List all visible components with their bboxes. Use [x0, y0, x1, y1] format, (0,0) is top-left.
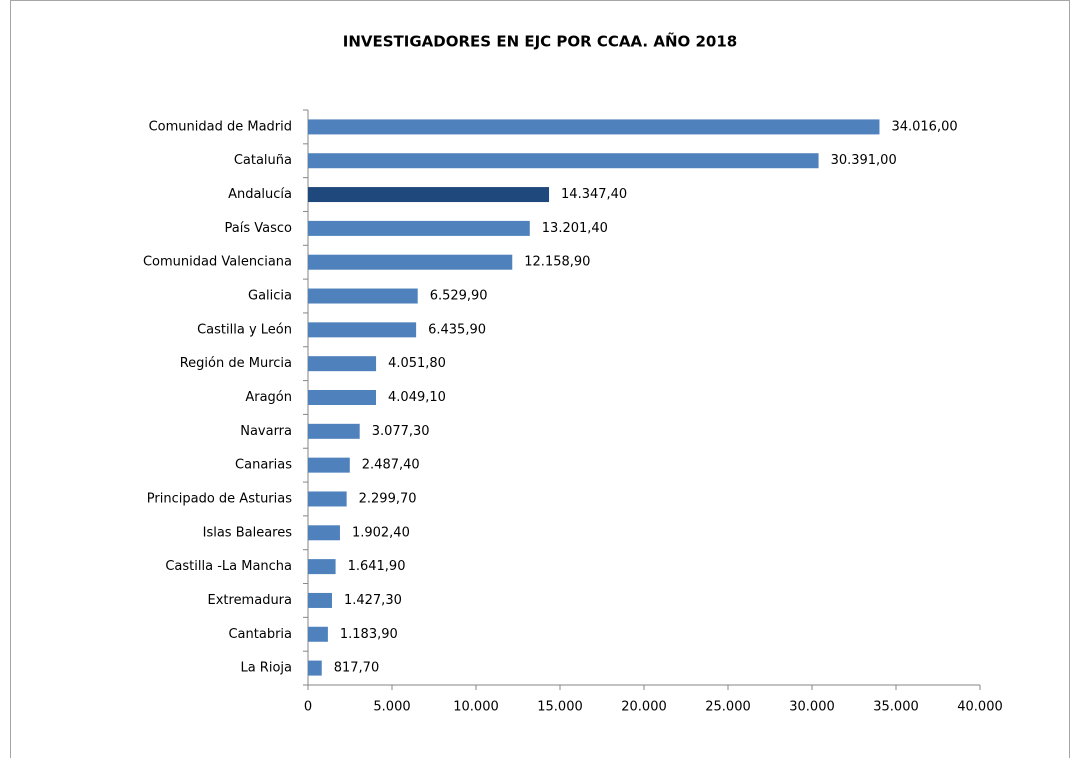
- y-tick-label: Castilla y León: [197, 322, 292, 337]
- y-tick-label: País Vasco: [225, 221, 293, 236]
- bar: [308, 153, 819, 169]
- y-tick-label: Extremadura: [208, 593, 293, 608]
- value-label: 2.299,70: [359, 491, 417, 506]
- value-label: 6.435,90: [428, 322, 486, 337]
- x-tick-label: 25.000: [705, 700, 751, 715]
- value-label: 30.391,00: [831, 153, 897, 168]
- value-label: 1.427,30: [344, 593, 402, 608]
- bar: [308, 525, 340, 541]
- x-tick-label: 20.000: [621, 700, 667, 715]
- y-tick-label: Islas Baleares: [203, 525, 293, 540]
- y-tick-label: Cantabria: [228, 627, 292, 642]
- y-tick-label: Comunidad de Madrid: [149, 119, 292, 134]
- bar: [308, 356, 377, 372]
- x-tick-label: 35.000: [873, 700, 919, 715]
- y-tick-label: Canarias: [235, 458, 292, 473]
- bar: [308, 187, 550, 203]
- bar: [308, 390, 377, 405]
- value-label: 13.201,40: [542, 221, 608, 236]
- value-label: 6.529,90: [430, 289, 488, 304]
- bar: [308, 220, 530, 236]
- y-tick-label: Castilla -La Mancha: [165, 559, 292, 574]
- y-tick-label: Galicia: [248, 289, 292, 304]
- x-tick-label: 15.000: [537, 700, 583, 715]
- value-label: 4.049,10: [388, 390, 446, 405]
- y-tick-label: Región de Murcia: [180, 356, 292, 371]
- bar: [308, 626, 328, 642]
- x-tick-label: 30.000: [789, 700, 835, 715]
- x-tick-label: 5.000: [373, 700, 410, 715]
- value-label: 12.158,90: [524, 255, 590, 270]
- x-tick-label: 40.000: [957, 700, 1003, 715]
- value-label: 2.487,40: [362, 458, 420, 473]
- bar: [308, 423, 360, 439]
- value-label: 817,70: [334, 661, 380, 676]
- bar: [308, 592, 332, 608]
- bar: [308, 119, 880, 135]
- x-tick-label: 10.000: [453, 700, 499, 715]
- bar: [308, 254, 513, 270]
- y-tick-label: Aragón: [245, 390, 292, 405]
- y-tick-label: Comunidad Valenciana: [143, 255, 292, 270]
- chart-title: INVESTIGADORES EN EJC POR CCAA. AÑO 2018: [343, 32, 737, 51]
- value-label: 1.183,90: [340, 627, 398, 642]
- x-tick-label: 0: [304, 700, 312, 715]
- value-label: 14.347,40: [561, 187, 627, 202]
- value-label: 4.051,80: [388, 356, 446, 371]
- value-label: 34.016,00: [891, 119, 957, 134]
- y-tick-label: Andalucía: [228, 187, 292, 202]
- chart-frame: [10, 0, 1070, 758]
- y-tick-label: Cataluña: [234, 153, 292, 168]
- value-label: 3.077,30: [372, 424, 430, 439]
- bar: [308, 660, 322, 676]
- bar: [308, 288, 418, 304]
- bar: [308, 457, 350, 473]
- y-tick-label: La Rioja: [240, 661, 292, 676]
- value-label: 1.641,90: [348, 559, 406, 574]
- y-tick-label: Principado de Asturias: [147, 491, 292, 506]
- y-tick-label: Navarra: [240, 424, 292, 439]
- bar: [308, 491, 347, 507]
- value-label: 1.902,40: [352, 525, 410, 540]
- bar: [308, 322, 417, 338]
- bar: [308, 559, 336, 575]
